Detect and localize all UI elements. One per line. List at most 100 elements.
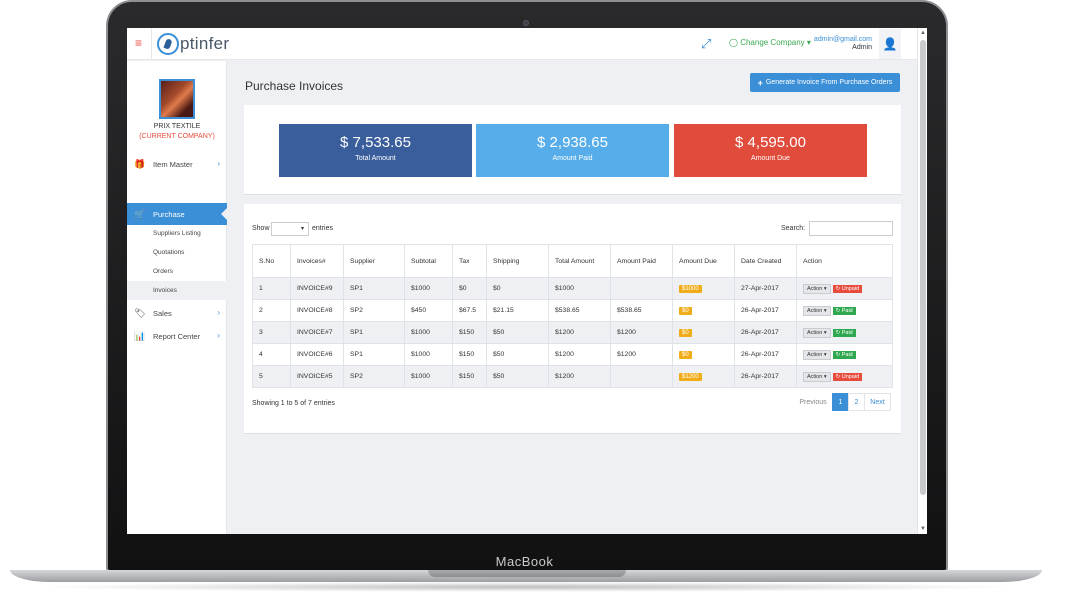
bar-chart-icon: 📊 <box>134 330 146 341</box>
table-cell-tax: $150 <box>452 365 487 388</box>
column-header[interactable]: Shipping <box>486 244 549 278</box>
stat-amount-due: $ 4,595.00 Amount Due <box>674 124 867 177</box>
pagination-page-2[interactable]: 2 <box>848 393 865 411</box>
column-header[interactable]: Supplier <box>343 244 405 278</box>
unpaid-status-button[interactable]: ↻ Unpaid <box>832 284 863 293</box>
paid-status-button[interactable]: ↻ Paid <box>832 350 856 359</box>
sidebar: PRIX TEXTILE (CURRENT COMPANY) 🎁 Item Ma… <box>127 61 227 534</box>
chevron-right-icon: › <box>217 159 220 168</box>
action-label: Action <box>807 285 823 292</box>
caret-down-icon: ▾ <box>822 285 827 292</box>
user-info[interactable]: admin@gmail.com Admin <box>792 36 872 52</box>
action-dropdown-button[interactable]: Action ▾ <box>803 283 831 294</box>
paid-status-button[interactable]: ↻ Paid <box>832 328 856 337</box>
table-cell-shipping: $50 <box>486 343 549 366</box>
refresh-icon: ↻ <box>835 373 842 380</box>
column-header[interactable]: Subtotal <box>404 244 453 278</box>
table-cell-invoice: INVOICE#5 <box>290 365 344 388</box>
table-cell-date: 26-Apr-2017 <box>734 343 797 366</box>
change-company-dropdown[interactable]: ◯ Change Company ▾ <box>729 38 811 47</box>
app-logo[interactable]: ptinfer <box>157 31 229 57</box>
sidebar-item-sales[interactable]: 🏷 Sales › <box>127 302 227 324</box>
entries-per-page-select[interactable]: ▾ <box>271 222 309 236</box>
paid-status-button[interactable]: ↻ Paid <box>832 306 856 315</box>
current-company-label: (CURRENT COMPANY) <box>139 133 215 140</box>
table-cell-action: Action ▾ ↻ Paid <box>796 299 893 322</box>
sidebar-subitem-orders[interactable]: Orders <box>153 268 173 275</box>
sidebar-item-item-master[interactable]: 🎁 Item Master › <box>127 153 227 175</box>
column-header[interactable]: Invoices# <box>290 244 344 278</box>
action-dropdown-button[interactable]: Action ▾ <box>803 371 831 382</box>
table-cell-invoice: INVOICE#8 <box>290 299 344 322</box>
pagination-next[interactable]: Next <box>864 393 891 411</box>
table-cell-action: Action ▾ ↻ Paid <box>796 343 893 366</box>
amount-due-badge: $0 <box>679 328 692 337</box>
unpaid-status-button[interactable]: ↻ Unpaid <box>832 372 863 381</box>
user-icon: 👤 <box>882 37 898 51</box>
top-bar: ≡ ptinfer ⤢ ◯ Change Company ▾ admin@gma… <box>127 28 917 60</box>
action-label: Action <box>807 307 823 314</box>
pagination: Previous 1 2 Next <box>794 393 891 411</box>
company-avatar <box>159 79 195 119</box>
entries-label: entries <box>312 225 334 232</box>
table-cell-sno: 4 <box>252 343 291 366</box>
company-name: PRIX TEXTILE <box>153 123 201 130</box>
column-header[interactable]: Date Created <box>734 244 797 278</box>
logo-text: ptinfer <box>180 34 230 53</box>
generate-invoice-button[interactable]: + Generate Invoice From Purchase Orders <box>750 73 900 92</box>
table-cell-due: $0 <box>672 321 735 344</box>
table-cell-due: $1200 <box>672 365 735 388</box>
sidebar-item-report-center[interactable]: 📊 Report Center › <box>127 325 227 347</box>
caret-down-icon: ▾ <box>822 351 827 358</box>
show-label: Show <box>252 225 270 232</box>
search-input[interactable] <box>809 221 893 236</box>
sidebar-item-label: Item Master <box>153 159 193 169</box>
table-cell-paid: $1200 <box>610 343 673 366</box>
column-header[interactable]: Amount Due <box>672 244 735 278</box>
refresh-icon: ↻ <box>835 329 842 336</box>
stats-panel: $ 7,533.65 Total Amount $ 2,938.65 Amoun… <box>244 105 901 195</box>
laptop-shadow <box>30 582 1022 592</box>
table-cell-total: $1200 <box>548 343 611 366</box>
table-cell-paid <box>610 365 673 388</box>
pagination-page-1[interactable]: 1 <box>832 393 849 411</box>
table-cell-sno: 5 <box>252 365 291 388</box>
pagination-previous[interactable]: Previous <box>799 398 827 406</box>
table-row: 4 INVOICE#6 SP1 $1000 $150 $50 $1200 $1200 $0 26-… <box>252 343 893 366</box>
column-header[interactable]: Tax <box>452 244 487 278</box>
table-cell-total: $538.65 <box>548 299 611 322</box>
table-cell-tax: $150 <box>452 321 487 344</box>
column-header[interactable]: Action <box>796 244 893 278</box>
scroll-up-arrow-icon[interactable]: ▲ <box>920 30 926 36</box>
fullscreen-expand-icon[interactable]: ⤢ <box>701 36 712 51</box>
table-cell-subtotal: $1000 <box>404 321 453 344</box>
action-dropdown-button[interactable]: Action ▾ <box>803 305 831 316</box>
table-cell-paid: $538.65 <box>610 299 673 322</box>
logo-mark-icon <box>157 33 179 55</box>
table-header-row: S.No Invoices# Supplier Subtotal Tax Shi… <box>252 244 893 278</box>
action-dropdown-button[interactable]: Action ▾ <box>803 327 831 338</box>
sidebar-subitem-suppliers-listing[interactable]: Suppliers Listing <box>153 230 201 237</box>
table-cell-tax: $0 <box>452 277 487 300</box>
table-cell-due: $1000 <box>672 277 735 300</box>
column-header[interactable]: Total Amount <box>548 244 611 278</box>
refresh-icon: ↻ <box>835 285 842 292</box>
column-header[interactable]: Amount Paid <box>610 244 673 278</box>
column-header[interactable]: S.No <box>252 244 291 278</box>
scrollbar-thumb[interactable] <box>920 40 926 495</box>
table-cell-supplier: SP1 <box>343 277 405 300</box>
app-screen: ≡ ptinfer ⤢ ◯ Change Company ▾ admin@gma… <box>127 28 927 534</box>
action-dropdown-button[interactable]: Action ▾ <box>803 349 831 360</box>
status-label: Unpaid <box>841 373 860 380</box>
user-menu-button[interactable]: 👤 <box>879 29 901 59</box>
hamburger-menu-icon[interactable]: ≡ <box>135 36 143 50</box>
table-cell-total: $1200 <box>548 365 611 388</box>
sidebar-item-purchase[interactable]: 🛒 Purchase <box>127 203 227 225</box>
vertical-scrollbar[interactable]: ▲ ▼ <box>917 28 927 534</box>
sidebar-subitem-quotations[interactable]: Quotations <box>153 249 185 256</box>
scroll-down-arrow-icon[interactable]: ▼ <box>920 526 926 532</box>
sidebar-subitem-invoices[interactable]: Invoices <box>127 281 227 300</box>
table-cell-supplier: SP2 <box>343 299 405 322</box>
table-cell-due: $0 <box>672 299 735 322</box>
invoices-table-panel: Show ▾ entries Search: S.No Invoices# Su… <box>244 204 901 434</box>
